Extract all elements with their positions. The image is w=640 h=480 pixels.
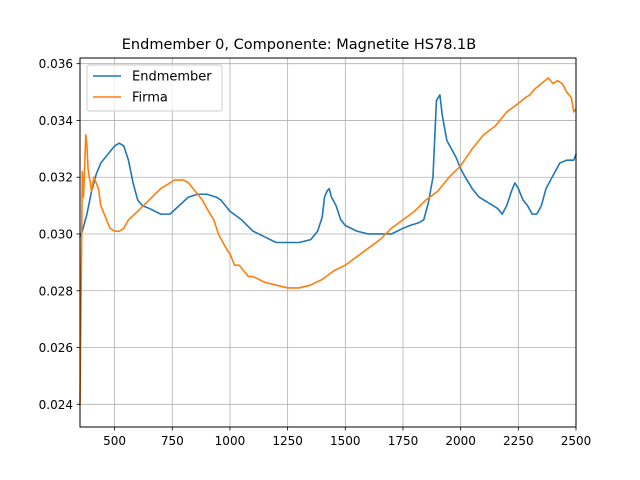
y-tick-label: 0.032 [39,171,73,185]
x-tick-label: 1500 [330,434,361,448]
chart-title: Endmember 0, Componente: Magnetite HS78.… [122,37,476,53]
y-tick-label: 0.026 [39,341,73,355]
plot-frame [79,57,577,428]
y-tick-label: 0.030 [39,227,73,241]
y-tick-label: 0.034 [39,114,73,128]
legend-label: Endmember [132,70,212,85]
x-tick-label: 1250 [272,434,303,448]
x-tick-label: 2500 [561,434,592,448]
x-tick-label: 750 [161,434,184,448]
legend: Endmember Firma [86,64,223,112]
x-tick-label: 2000 [445,434,476,448]
y-axis: 0.024 0.026 0.028 0.030 0.032 0.034 0.036 [39,57,80,412]
series-line-endmember [78,94,578,244]
x-tick-label: 500 [103,434,126,448]
legend-label: Firma [132,91,168,106]
plot-area [78,77,578,406]
y-tick-label: 0.028 [39,284,73,298]
x-tick-label: 2250 [503,434,534,448]
series-line-firma [79,77,578,406]
x-tick-label: 1000 [215,434,246,448]
y-tick-label: 0.024 [39,398,73,412]
x-tick-label: 1750 [388,434,419,448]
x-axis: 500 750 1000 1250 1500 1750 2000 2250 2500 [103,427,591,448]
y-tick-label: 0.036 [39,57,73,71]
